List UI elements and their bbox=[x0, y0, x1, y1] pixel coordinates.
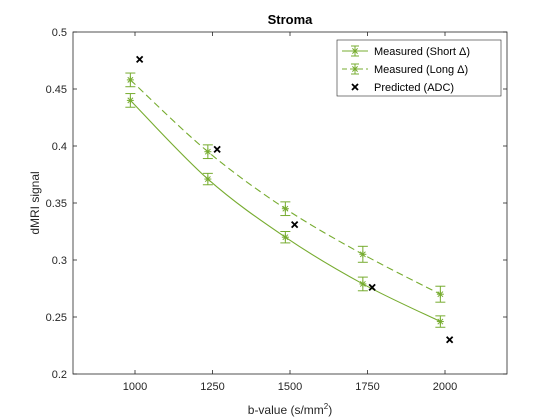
series-1 bbox=[125, 93, 446, 328]
y-tick-label: 0.35 bbox=[46, 198, 67, 210]
axis-tick-labels: 1000 1250 1500 1750 2000 0.2 0.25 0.3 0.35 0.4 0.4… bbox=[46, 27, 458, 393]
legend-marker bbox=[351, 47, 359, 55]
x-axis-label-main: b-value (s/mm bbox=[248, 403, 324, 417]
data-point bbox=[368, 283, 376, 291]
data-point bbox=[281, 205, 289, 213]
series-2 bbox=[125, 72, 446, 303]
y-tick-label: 0.45 bbox=[46, 84, 67, 96]
y-tick-label: 0.3 bbox=[52, 255, 67, 267]
series-3 bbox=[136, 55, 454, 344]
x-axis-label: b-value (s/mm2) bbox=[248, 402, 332, 417]
data-point bbox=[213, 145, 221, 154]
x-axis-label-end: ) bbox=[328, 403, 332, 417]
y-tick-label: 0.25 bbox=[46, 312, 67, 324]
data-point bbox=[281, 233, 289, 241]
x-tick-label: 2000 bbox=[433, 381, 457, 393]
data-point bbox=[126, 96, 134, 104]
data-point bbox=[446, 336, 454, 344]
axis-ticks bbox=[73, 31, 507, 375]
data-point bbox=[136, 55, 144, 63]
x-tick-label: 1250 bbox=[200, 381, 224, 393]
legend-entry: Measured (Long Δ) bbox=[342, 63, 468, 76]
data-point bbox=[436, 318, 444, 326]
legend-label: Predicted (ADC) bbox=[374, 82, 454, 94]
legend-label: Measured (Short Δ) bbox=[374, 46, 470, 58]
y-tick-label: 0.4 bbox=[52, 141, 67, 153]
x-axis-label-superscript: 2 bbox=[324, 402, 329, 411]
y-axis-label: dMRI signal bbox=[28, 171, 42, 234]
series-layer bbox=[125, 55, 454, 344]
legend: Measured (Short Δ) Measured (Long Δ) Predi… bbox=[336, 39, 502, 97]
data-point bbox=[359, 250, 367, 258]
x-tick-label: 1500 bbox=[278, 381, 302, 393]
legend-label: Measured (Long Δ) bbox=[374, 64, 468, 76]
data-point bbox=[126, 76, 134, 84]
legend-marker bbox=[351, 83, 359, 91]
legend-entry: Measured (Short Δ) bbox=[342, 45, 470, 58]
legend-entry: Predicted (ADC) bbox=[351, 82, 454, 94]
legend-marker bbox=[351, 65, 359, 73]
data-point bbox=[291, 221, 299, 229]
legend-box bbox=[336, 39, 502, 97]
data-point bbox=[204, 175, 212, 183]
data-point bbox=[359, 280, 367, 288]
data-point bbox=[436, 290, 444, 298]
chart-title: Stroma bbox=[268, 12, 314, 27]
y-tick-label: 0.2 bbox=[52, 369, 67, 381]
y-tick-label: 0.5 bbox=[52, 27, 67, 39]
x-tick-label: 1000 bbox=[123, 381, 147, 393]
data-point bbox=[204, 148, 212, 156]
x-tick-label: 1750 bbox=[355, 381, 379, 393]
